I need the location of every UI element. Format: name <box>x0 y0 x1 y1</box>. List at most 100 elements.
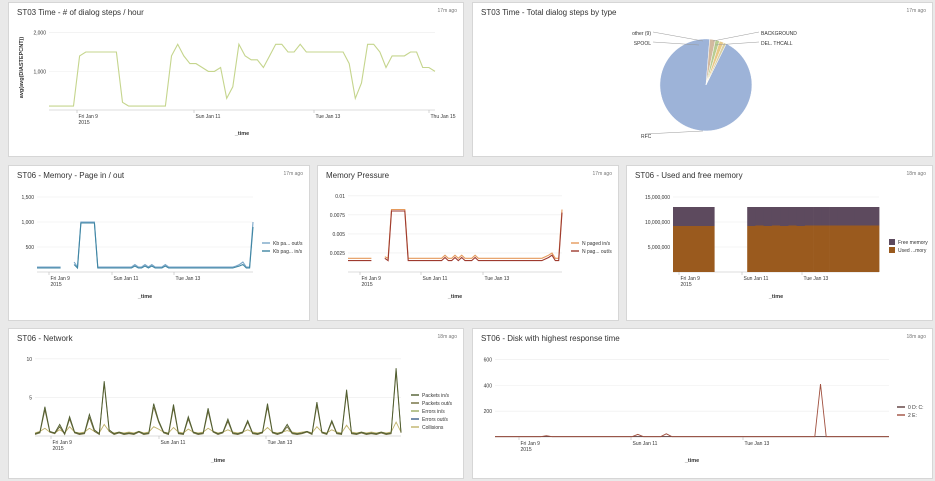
x-tick-label-year: 2015 <box>79 120 90 126</box>
bar-free-memory <box>862 207 872 226</box>
bar-used-memory <box>796 226 806 272</box>
pie-label: other (9) <box>632 31 651 37</box>
y-tick-label: 5 <box>29 395 32 401</box>
bar-used-memory <box>862 225 872 272</box>
bar-free-memory <box>771 207 781 226</box>
panel-timestamp: 17m ago <box>592 171 612 177</box>
x-tick-label: Sun Jan 11 <box>633 441 658 447</box>
panel-timestamp: 18m ago <box>437 334 457 340</box>
y-tick-label: 0.005 <box>332 232 345 238</box>
series-line <box>495 384 889 438</box>
panel-title: ST06 - Used and free memory <box>635 171 743 180</box>
bar-used-memory <box>846 225 855 272</box>
bar-used-memory <box>697 226 707 272</box>
pie-leader-line <box>712 31 760 42</box>
x-tick-label-year: 2015 <box>521 447 532 453</box>
bar-used-memory <box>821 225 830 272</box>
pie-label: BACKGROUND <box>761 31 797 37</box>
series-line <box>34 421 402 434</box>
legend-label: Errors out/s <box>422 417 448 423</box>
bar-used-memory <box>673 226 682 272</box>
panel-dialog-steps: ST03 Time - # of dialog steps / hour 17m… <box>8 2 464 157</box>
y-tick-label: 2,000 <box>33 31 46 37</box>
x-axis-label: _time <box>447 294 462 300</box>
bar-free-memory <box>673 207 682 226</box>
y-tick-label: 600 <box>484 358 493 364</box>
pie-leader-line <box>652 41 700 46</box>
series-line <box>37 222 254 270</box>
bar-free-memory <box>788 207 797 226</box>
legend-label: N paged in/s <box>582 241 611 247</box>
bar-free-memory <box>681 207 690 226</box>
legend-label: Used ...mory <box>898 248 927 254</box>
bar-free-memory <box>829 207 839 226</box>
panel-timestamp: 18m ago <box>906 171 926 177</box>
bar-free-memory <box>837 207 847 226</box>
y-tick-label: 0.01 <box>335 194 345 200</box>
series-line <box>348 210 563 262</box>
bar-free-memory <box>846 207 855 226</box>
pie-leader-line <box>652 31 704 42</box>
y-tick-label: 200 <box>484 409 493 415</box>
x-axis-label: _time <box>234 131 249 137</box>
series-line <box>348 208 563 260</box>
bar-used-memory <box>771 225 781 272</box>
x-tick-label-year: 2015 <box>362 282 373 288</box>
legend-swatch <box>889 247 895 253</box>
y-tick-label: 10,000,000 <box>645 220 670 226</box>
legend-label: Kb pag... in/s <box>273 249 303 255</box>
y-tick-label: 15,000,000 <box>645 195 670 201</box>
panel-timestamp: 18m ago <box>906 334 926 340</box>
bar-used-memory <box>780 226 789 272</box>
x-tick-label: Tue Jan 13 <box>745 441 770 447</box>
y-tick-label: 0.0075 <box>330 213 346 219</box>
panel-timestamp: 17m ago <box>283 171 303 177</box>
panel-title: ST06 - Network <box>17 334 73 343</box>
x-tick-label-year: 2015 <box>53 446 64 452</box>
x-tick-label: Sun Jan 11 <box>161 440 186 446</box>
bar-free-memory <box>755 207 764 226</box>
y-tick-label: 1,000 <box>33 69 46 75</box>
bar-free-memory <box>747 207 756 226</box>
legend-swatch <box>889 239 895 245</box>
bar-free-memory <box>804 207 814 226</box>
bar-used-memory <box>763 226 773 272</box>
panel-title: Memory Pressure <box>326 171 390 180</box>
x-tick-label-year: 2015 <box>51 282 62 288</box>
x-tick-label: Fri Jan 9 <box>79 114 99 120</box>
panel-used-free-memory: ST06 - Used and free memory 18m ago 5,00… <box>626 165 933 321</box>
bar-used-memory <box>681 226 690 272</box>
panel-network: ST06 - Network 18m ago 5 10 Fri Jan 9 2015 S… <box>8 328 464 479</box>
x-tick-label: Sun Jan 11 <box>196 114 221 120</box>
y-tick-label: 0.0025 <box>330 251 346 257</box>
panel-memory-page: ST06 - Memory - Page in / out 17m ago 50… <box>8 165 310 321</box>
x-tick-label: Thu Jan 15 <box>431 114 456 120</box>
x-tick-label: Fri Jan 9 <box>362 276 382 282</box>
legend-label: Kb pa... out/s <box>273 241 303 247</box>
bar-free-memory <box>870 207 880 226</box>
x-tick-label: Tue Jan 13 <box>268 440 293 446</box>
panel-title: ST03 Time - Total dialog steps by type <box>481 8 617 17</box>
series-line <box>34 368 402 435</box>
panel-timestamp: 17m ago <box>437 8 457 14</box>
legend-label: Collisions <box>422 425 444 431</box>
bar-free-memory <box>697 207 707 226</box>
bar-used-memory <box>755 225 764 272</box>
legend-label: Packets out/s <box>422 401 453 407</box>
panel-title: ST03 Time - # of dialog steps / hour <box>17 8 144 17</box>
x-tick-label-year: 2015 <box>681 282 692 288</box>
bar-used-memory <box>706 226 715 272</box>
bar-free-memory <box>780 207 789 226</box>
x-tick-label: Tue Jan 13 <box>485 276 510 282</box>
x-tick-label: Tue Jan 13 <box>176 276 201 282</box>
x-axis-label: _time <box>210 458 225 464</box>
bar-free-memory <box>813 207 822 226</box>
legend-label: 0 D: C: <box>908 405 924 411</box>
legend-label: Errors in/s <box>422 409 445 415</box>
x-tick-label: Sun Jan 11 <box>114 276 139 282</box>
bar-used-memory <box>813 225 822 272</box>
bar-used-memory <box>804 225 814 272</box>
